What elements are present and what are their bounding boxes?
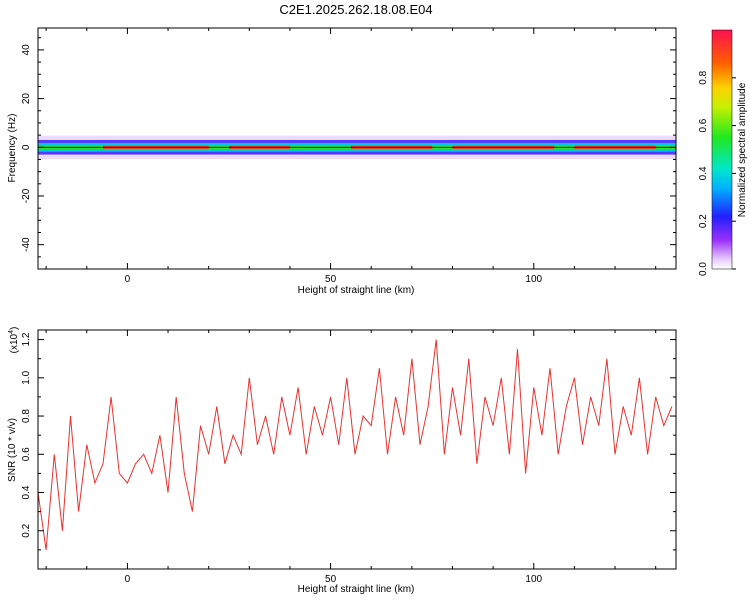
- colorbar-gradient: [711, 29, 733, 270]
- svg-text:(x104): (x104): [8, 327, 20, 354]
- snr-frame: [37, 329, 677, 570]
- y-tick-label: 0.2: [21, 523, 32, 537]
- x-tick-label: 100: [525, 274, 542, 285]
- spectrogram-ticks: 0 50 100 40 20 0 -20 -40: [21, 28, 676, 285]
- y-tick-label: -40: [21, 237, 32, 252]
- x-tick-label: 0: [125, 574, 131, 585]
- spectrogram-panel: 0 50 100 40 20 0 -20 -40 Frequency (Hz) Height …: [7, 27, 677, 296]
- snr-ylabel: SNR (10 * v/v): [7, 418, 18, 482]
- y-tick-label: 0.4: [21, 485, 32, 499]
- y-tick-label: 0: [21, 144, 32, 150]
- y-tick-label: 1.2: [21, 332, 32, 346]
- y-tick-label: 1.0: [21, 370, 32, 384]
- snr-ticks: 0 50 100 0.2 0.4 0.6 0.8 1.0 1.2: [21, 330, 676, 585]
- x-tick-label: 100: [525, 574, 542, 585]
- scale-base: (x10: [9, 333, 20, 353]
- colorbar-label: Normalized spectral amplitude: [737, 82, 748, 217]
- x-tick-label: 0: [125, 274, 131, 285]
- y-tick-label: 0.8: [21, 409, 32, 423]
- snr-line-layer: [38, 339, 673, 550]
- colorbar-tick-label: 0.4: [698, 166, 709, 180]
- y-tick-label: 20: [21, 93, 32, 105]
- x-tick-label: 50: [325, 574, 337, 585]
- heatmap-band: [38, 135, 676, 159]
- colorbar-ticks: 0.0 0.2 0.4 0.6 0.8: [698, 70, 736, 276]
- spectrogram-xlabel: Height of straight line (km): [298, 285, 415, 296]
- colorbar-tick-label: 0.0: [698, 262, 709, 276]
- colorbar-tick-label: 0.2: [698, 214, 709, 228]
- spectrogram-ylabel: Frequency (Hz): [7, 114, 18, 183]
- chart-title: C2E1.2025.262.18.08.E04: [279, 2, 432, 17]
- colorbar: 0.0 0.2 0.4 0.6 0.8 Normalized spectral ampl…: [698, 29, 748, 276]
- colorbar-tick-label: 0.6: [698, 118, 709, 132]
- snr-scale-label: (x104): [8, 327, 20, 354]
- y-tick-label: 0.6: [21, 447, 32, 461]
- y-tick-label: 40: [21, 44, 32, 56]
- colorbar-tick-label: 0.8: [698, 70, 709, 84]
- snr-xlabel: Height of straight line (km): [298, 584, 415, 595]
- spectrogram-frame: [37, 27, 677, 270]
- y-tick-label: -20: [21, 188, 32, 203]
- scale-exponent: 4: [8, 330, 15, 334]
- snr-series-line: [38, 339, 673, 550]
- x-tick-label: 50: [325, 274, 337, 285]
